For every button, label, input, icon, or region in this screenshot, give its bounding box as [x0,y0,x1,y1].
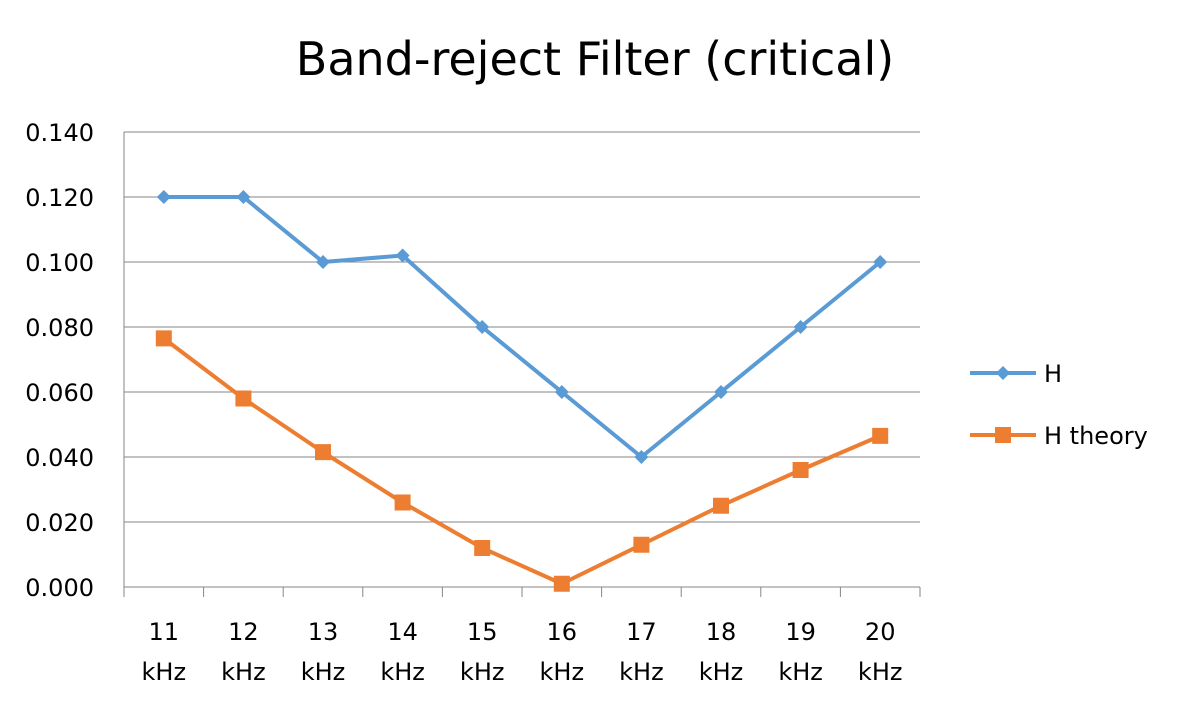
x-tick-label: 15 kHz [460,618,505,686]
legend-marker [995,427,1011,443]
y-tick-label: 0.040 [25,444,94,472]
y-tick-label: 0.080 [25,314,94,342]
x-tick-label: 18 kHz [699,618,744,686]
data-point [633,536,650,553]
data-point [554,385,569,399]
x-tick-label: 14 kHz [380,618,425,686]
series [155,190,889,592]
y-tick-label: 0.000 [25,574,94,602]
data-point [553,575,570,592]
y-tick-label: 0.120 [25,184,94,212]
data-point [315,444,331,461]
series-1 [155,330,889,592]
legend: H H theory [970,360,1148,450]
y-tick-label: 0.020 [25,509,94,537]
x-tick-label: 17 kHz [619,618,664,686]
data-point [236,190,251,204]
data-point [316,255,330,269]
data-point [394,494,411,511]
data-point [634,450,649,464]
data-point [475,320,490,334]
x-tick-label: 20 kHz [858,618,903,686]
x-tick-label: 12 kHz [221,618,266,686]
data-point [156,190,171,204]
legend-item: H [970,360,1062,388]
data-point [474,540,491,556]
data-point [155,330,172,347]
data-point [395,248,410,263]
y-tick-label: 0.140 [25,119,94,147]
data-point [872,427,889,444]
data-point [714,385,728,399]
data-point [793,320,808,334]
x-tick-label: 11 kHz [142,618,187,686]
x-tick-label: 16 kHz [540,618,585,686]
series-line [163,195,882,459]
series-0 [156,190,888,464]
legend-label: H theory [1044,422,1148,450]
x-tick-label: 19 kHz [778,618,823,686]
series-line [162,336,881,586]
legend-label: H [1044,360,1062,388]
data-point [235,390,252,407]
gridlines [124,131,920,523]
axes [123,132,921,597]
data-point [713,497,729,514]
y-tick-labels: 0.000 0.020 0.040 0.060 0.080 0.100 0.120 0.140 [25,119,94,602]
x-tick-labels: 11 kHz 12 kHz 13 kHz 14 kHz 15 kHz 16 kHz 17 kHz 18 kHz… [142,618,903,686]
chart-title: Band-reject Filter (critical) [296,32,894,86]
y-tick-label: 0.100 [25,249,94,277]
data-point [873,255,888,269]
legend-marker [996,366,1010,380]
y-tick-label: 0.060 [25,379,94,407]
legend-item: H theory [970,422,1148,450]
x-tick-label: 13 kHz [301,618,346,686]
data-point [792,462,809,478]
